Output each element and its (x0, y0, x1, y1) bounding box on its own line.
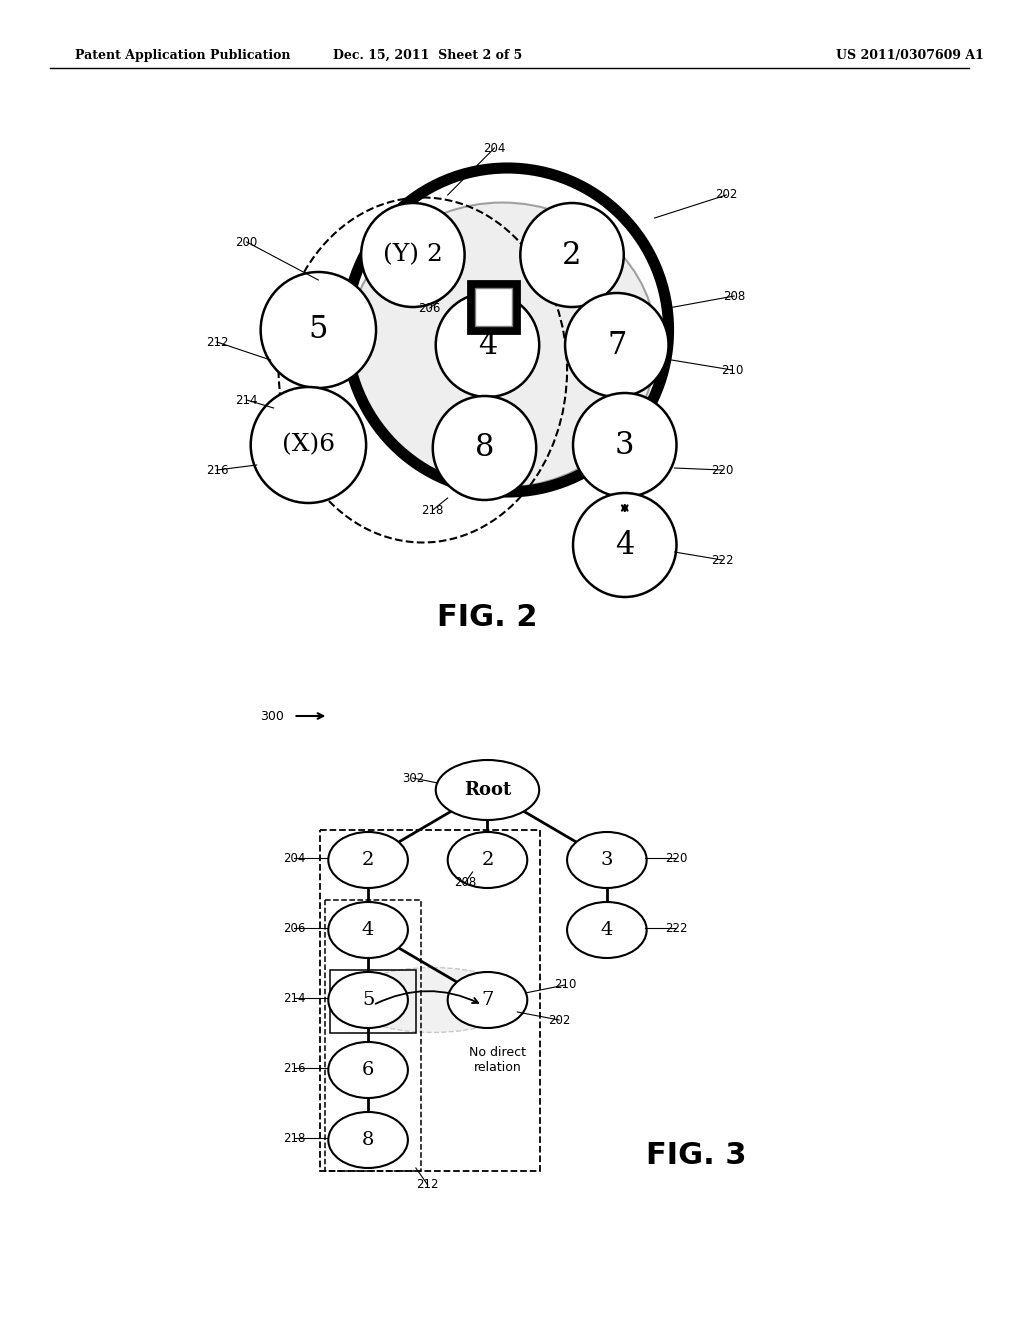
Circle shape (573, 492, 677, 597)
Text: 204: 204 (284, 851, 305, 865)
Text: 220: 220 (666, 851, 688, 865)
Text: 8: 8 (361, 1131, 375, 1148)
Text: 212: 212 (206, 335, 228, 348)
Ellipse shape (567, 902, 646, 958)
Text: 5: 5 (361, 991, 375, 1008)
Text: 7: 7 (607, 330, 627, 360)
Text: 216: 216 (206, 463, 228, 477)
Text: 4: 4 (615, 529, 635, 561)
Ellipse shape (329, 972, 408, 1028)
Text: 7: 7 (481, 991, 494, 1008)
Text: 218: 218 (284, 1131, 305, 1144)
Text: 2: 2 (481, 851, 494, 869)
Text: 208: 208 (723, 289, 745, 302)
Ellipse shape (447, 832, 527, 888)
Text: 216: 216 (284, 1061, 306, 1074)
Text: FIG. 3: FIG. 3 (646, 1140, 746, 1170)
Text: Dec. 15, 2011  Sheet 2 of 5: Dec. 15, 2011 Sheet 2 of 5 (333, 49, 522, 62)
Text: 3: 3 (615, 429, 635, 461)
Text: (X)6: (X)6 (282, 433, 335, 457)
Circle shape (251, 387, 367, 503)
Text: 4: 4 (601, 921, 613, 939)
Text: 2: 2 (361, 851, 375, 869)
Ellipse shape (329, 1041, 408, 1098)
Ellipse shape (329, 832, 408, 888)
Ellipse shape (567, 832, 646, 888)
Text: 8: 8 (475, 433, 495, 463)
Text: 222: 222 (666, 921, 688, 935)
Circle shape (520, 203, 624, 308)
FancyBboxPatch shape (468, 281, 519, 333)
Circle shape (361, 203, 465, 308)
Ellipse shape (348, 202, 656, 487)
Text: 206: 206 (284, 921, 305, 935)
Text: Patent Application Publication: Patent Application Publication (75, 49, 290, 62)
Text: 2: 2 (562, 239, 582, 271)
Text: 5: 5 (308, 314, 328, 346)
Ellipse shape (346, 968, 520, 1032)
Text: 214: 214 (236, 393, 258, 407)
Text: 202: 202 (715, 189, 737, 202)
Text: FIG. 2: FIG. 2 (437, 603, 538, 632)
Text: 222: 222 (711, 553, 733, 566)
Text: US 2011/0307609 A1: US 2011/0307609 A1 (836, 49, 983, 62)
Circle shape (436, 293, 540, 397)
Text: 6: 6 (361, 1061, 375, 1078)
Text: 214: 214 (284, 991, 306, 1005)
Text: 220: 220 (711, 463, 733, 477)
Text: 3: 3 (601, 851, 613, 869)
Text: 206: 206 (419, 301, 441, 314)
Text: 212: 212 (417, 1179, 439, 1192)
Text: 204: 204 (483, 141, 506, 154)
Ellipse shape (329, 902, 408, 958)
Ellipse shape (436, 760, 540, 820)
Text: 4: 4 (478, 330, 497, 360)
Circle shape (433, 396, 537, 500)
Ellipse shape (329, 1111, 408, 1168)
Circle shape (565, 293, 669, 397)
Text: 4: 4 (361, 921, 375, 939)
Ellipse shape (447, 972, 527, 1028)
Text: 218: 218 (422, 503, 444, 516)
Text: 210: 210 (554, 978, 577, 991)
Text: 208: 208 (455, 875, 477, 888)
Text: 200: 200 (236, 235, 258, 248)
Circle shape (573, 393, 677, 498)
Text: Root: Root (464, 781, 511, 799)
Text: 302: 302 (401, 771, 424, 784)
Text: 202: 202 (548, 1014, 570, 1027)
Text: No direct
relation: No direct relation (469, 1045, 526, 1074)
Text: 210: 210 (721, 363, 743, 376)
Circle shape (261, 272, 376, 388)
FancyBboxPatch shape (474, 288, 512, 326)
Text: 300: 300 (260, 710, 284, 722)
Text: (Y) 2: (Y) 2 (383, 243, 442, 267)
